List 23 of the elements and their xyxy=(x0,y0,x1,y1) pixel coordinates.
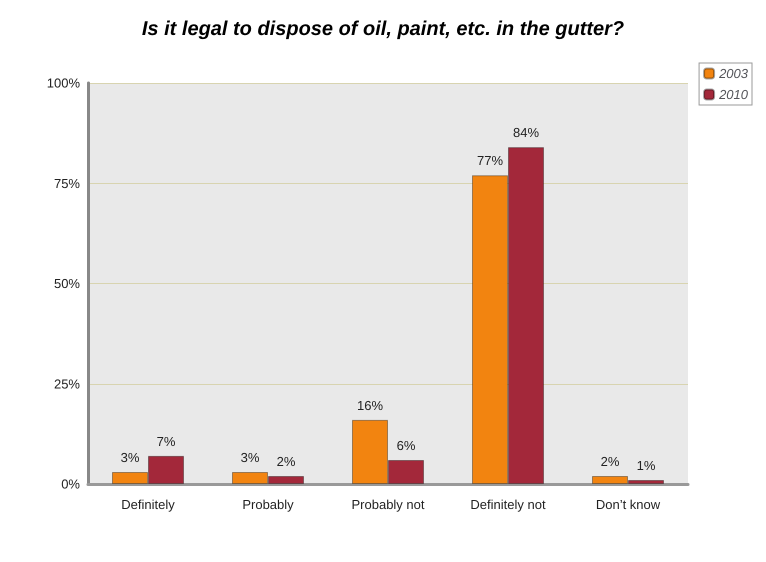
legend-label: 2003 xyxy=(718,66,749,81)
y-tick-label: 0% xyxy=(61,476,80,492)
chart-title: Is it legal to dispose of oil, paint, etc. in the gutter? xyxy=(142,18,624,40)
data-label: 2% xyxy=(600,454,620,469)
x-tick-label: Probably not xyxy=(352,497,425,512)
y-tick-label: 25% xyxy=(54,376,80,392)
data-label: 1% xyxy=(636,458,656,473)
data-label: 2% xyxy=(276,454,296,469)
data-label: 3% xyxy=(120,450,140,465)
legend-label: 2010 xyxy=(718,87,749,102)
x-tick-label: Definitely xyxy=(121,497,176,512)
y-tick-label: 100% xyxy=(46,76,80,90)
data-label: 3% xyxy=(240,450,260,465)
x-tick-label: Definitely not xyxy=(470,497,546,512)
y-tick-label: 50% xyxy=(54,276,80,291)
data-label: 84% xyxy=(512,125,540,140)
data-label: 6% xyxy=(396,438,416,453)
x-tick-label: Don’t know xyxy=(596,497,661,512)
x-tick-label: Probably xyxy=(242,497,294,512)
data-label: 16% xyxy=(356,398,384,413)
data-label: 77% xyxy=(476,153,504,168)
data-label: 7% xyxy=(156,434,176,449)
y-tick-label: 75% xyxy=(54,176,80,191)
